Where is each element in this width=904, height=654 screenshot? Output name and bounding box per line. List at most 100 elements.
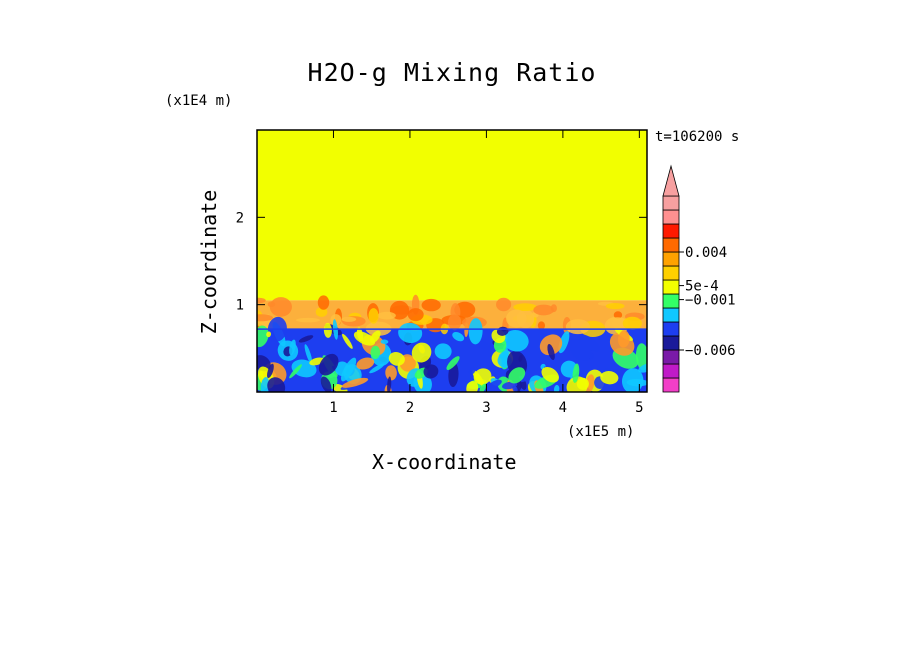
eddy: [541, 366, 559, 383]
plot-frame: [256, 129, 648, 393]
eddy: [257, 355, 271, 372]
eddy: [370, 345, 381, 360]
eddy: [512, 385, 518, 392]
x-tick-label: 1: [329, 400, 337, 416]
colorbar-label: 0.004: [685, 245, 727, 261]
eddy: [618, 330, 630, 348]
mixing-plume: [537, 321, 546, 330]
z-axis-multiplier: (x1E4 m): [165, 93, 233, 109]
mixing-plume: [448, 314, 462, 331]
mixing-plume: [317, 295, 330, 310]
mixing-plume: [257, 314, 274, 322]
eddy: [600, 371, 619, 385]
eddy: [479, 383, 487, 392]
eddy: [318, 353, 339, 376]
x-tick-label: 4: [559, 400, 567, 416]
mixing-plume: [606, 317, 629, 329]
eddy: [558, 331, 570, 354]
mixing-plume: [421, 298, 441, 312]
eddy: [503, 329, 529, 352]
colorbar-swatch: [662, 363, 680, 379]
eddy: [289, 339, 296, 356]
eddy: [539, 334, 563, 356]
eddy: [411, 342, 432, 363]
eddy: [626, 378, 647, 387]
mixing-plume: [506, 309, 527, 328]
eddy: [257, 325, 269, 348]
colorbar-swatch: [662, 223, 680, 239]
colorbar-swatch: [662, 293, 680, 309]
mixing-plume: [605, 302, 625, 310]
mixing-plume: [341, 316, 357, 322]
colorbar-swatch: [662, 307, 680, 323]
y-tick-label: 1: [236, 298, 244, 314]
eddy: [387, 376, 392, 392]
mixing-plume: [496, 297, 512, 312]
eddy: [289, 364, 302, 379]
eddy: [423, 364, 439, 379]
field-plot: [257, 130, 647, 392]
mixing-plume: [377, 311, 396, 320]
eddy: [356, 327, 364, 342]
eddy: [298, 335, 314, 343]
x-tick-label: 5: [635, 400, 643, 416]
mixing-plume: [533, 304, 554, 316]
colorbar-swatch: [662, 265, 680, 281]
time-label: t=106200 s: [655, 129, 740, 145]
colorbar-swatch: [662, 279, 680, 295]
eddy: [380, 339, 389, 345]
eddy: [323, 322, 332, 338]
eddy: [267, 363, 274, 379]
colorbar-swatch: [662, 209, 680, 225]
mixing-plume: [296, 317, 320, 323]
upper-layer: [257, 130, 647, 301]
colorbar-swatch: [662, 237, 680, 253]
colorbar-swatch: [662, 335, 680, 351]
eddy: [385, 365, 397, 381]
colorbar-extend-arrow: [662, 164, 680, 197]
x-tick-label: 2: [406, 400, 414, 416]
eddy: [464, 322, 469, 337]
y-tick-label: 2: [236, 210, 244, 226]
eddy: [266, 331, 272, 338]
eddy: [356, 357, 375, 370]
eddy: [388, 352, 405, 366]
mixing-plume: [407, 308, 424, 322]
colorbar-swatch: [662, 321, 680, 337]
colorbar: 0.004 5e-4−0.001 −0.006: [662, 164, 736, 393]
eddy: [568, 338, 592, 360]
eddy: [547, 343, 555, 361]
eddy: [342, 333, 353, 349]
colorbar-swatch: [662, 251, 680, 267]
eddy: [452, 331, 465, 342]
eddy: [446, 356, 460, 370]
mixing-plume: [613, 311, 623, 319]
eddy: [260, 377, 270, 392]
mixing-plume: [368, 308, 379, 324]
eddy: [508, 367, 526, 384]
eddy: [341, 377, 369, 388]
x-tick-label: 3: [482, 400, 490, 416]
chart-title: H2O-g Mixing Ratio: [307, 58, 597, 87]
colorbar-label: 5e-4: [685, 279, 719, 295]
colorbar-swatch: [662, 195, 680, 211]
colorbar-label: −0.001: [685, 293, 736, 309]
eddy: [398, 322, 423, 344]
eddy: [434, 343, 452, 360]
eddy: [572, 363, 580, 383]
eddy: [468, 318, 483, 345]
eddy: [320, 376, 332, 392]
eddy: [584, 374, 595, 392]
eddy: [369, 363, 385, 374]
eddy: [474, 339, 493, 351]
mixing-plume: [565, 319, 591, 335]
eddy: [553, 384, 560, 392]
colorbar-swatch: [662, 377, 680, 393]
mixing-plume: [513, 303, 537, 312]
eddy: [468, 366, 476, 375]
colorbar-swatch: [662, 349, 680, 365]
mixing-plume: [622, 316, 642, 330]
mixing-plume: [269, 297, 292, 317]
x-axis-multiplier: (x1E5 m): [567, 424, 635, 440]
